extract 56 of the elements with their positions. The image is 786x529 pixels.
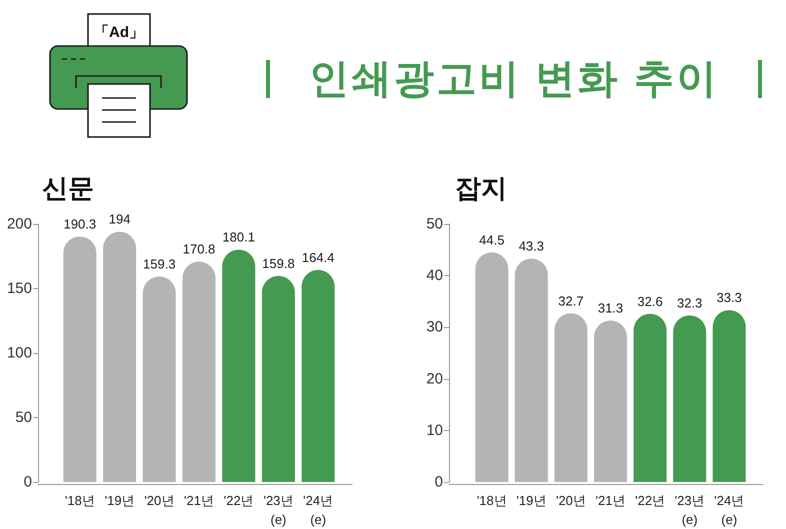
y-tick-label: 150 xyxy=(6,280,32,297)
x-tick-label: '22년 xyxy=(224,493,254,508)
bar xyxy=(63,236,96,482)
data-label: 190.3 xyxy=(64,216,96,232)
bar xyxy=(142,276,176,482)
bar xyxy=(514,258,548,482)
x-tick-label: '23년 (e) xyxy=(263,493,294,527)
data-label: 32.3 xyxy=(676,295,702,310)
y-tick-label: 0 xyxy=(434,474,443,490)
bar xyxy=(222,250,256,482)
x-tick-label: '20년 xyxy=(556,493,586,508)
y-tick-label: 0 xyxy=(24,474,32,490)
bar xyxy=(182,262,216,482)
data-label: 32.7 xyxy=(558,293,584,308)
data-label: 164.4 xyxy=(302,250,334,265)
data-label: 159.3 xyxy=(143,256,176,272)
bar xyxy=(554,313,588,482)
data-label: 43.3 xyxy=(518,238,544,254)
y-tick-label: 10 xyxy=(426,422,443,439)
y-tick-label: 50 xyxy=(426,216,443,232)
data-label: 44.5 xyxy=(479,232,504,248)
bar xyxy=(594,320,627,482)
x-tick-label: '18년 xyxy=(476,493,507,508)
y-tick-label: 40 xyxy=(426,267,443,284)
x-tick-label: '18년 xyxy=(64,493,95,508)
y-tick-label: 50 xyxy=(15,409,32,426)
x-tick-label: '21년 xyxy=(596,493,626,508)
chart-subtitle: 신문 xyxy=(42,173,94,203)
y-tick-label: 30 xyxy=(426,318,443,336)
y-tick-label: 100 xyxy=(6,344,32,362)
chart-title: 인쇄광고비 변화 추이 xyxy=(309,56,719,103)
x-tick-label: '23년 (e) xyxy=(674,493,705,527)
data-label: 159.8 xyxy=(262,256,295,271)
data-label: 170.8 xyxy=(182,242,216,257)
data-label: 31.3 xyxy=(598,300,624,316)
x-tick-label: '20년 xyxy=(144,493,174,508)
y-tick-label: 20 xyxy=(426,370,443,388)
bar xyxy=(103,232,136,482)
bar xyxy=(475,252,508,482)
data-label: 32.6 xyxy=(637,294,663,309)
x-tick-label: '19년 xyxy=(104,493,135,508)
bar xyxy=(712,310,746,482)
bar xyxy=(262,276,295,482)
x-tick-label: '19년 xyxy=(516,493,546,508)
bar xyxy=(634,314,667,482)
bar xyxy=(302,270,335,482)
chart-subtitle: 잡지 xyxy=(455,173,507,203)
x-tick-label: '21년 xyxy=(184,493,214,508)
y-tick-label: 200 xyxy=(6,216,32,232)
bar xyxy=(673,315,706,482)
data-label: 33.3 xyxy=(716,290,742,306)
data-label: 194 xyxy=(108,212,130,227)
data-label: 180.1 xyxy=(222,230,255,245)
x-tick-label: '24년 (e) xyxy=(303,493,334,527)
x-tick-label: '22년 xyxy=(635,493,666,508)
x-tick-label: '24년 (e) xyxy=(714,493,744,527)
